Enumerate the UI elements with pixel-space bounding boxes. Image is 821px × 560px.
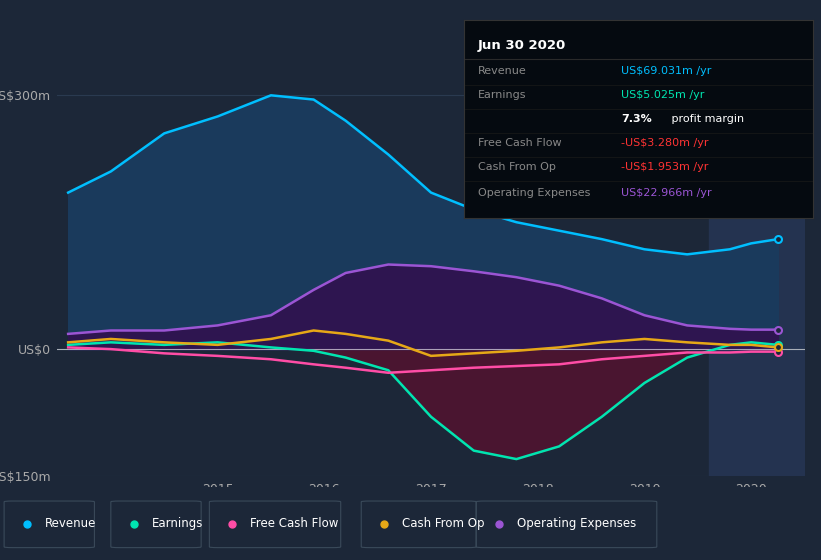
Text: profit margin: profit margin bbox=[668, 114, 744, 124]
Bar bbox=[709, 78, 805, 476]
Text: Free Cash Flow: Free Cash Flow bbox=[250, 517, 339, 530]
Text: -US$1.953m /yr: -US$1.953m /yr bbox=[621, 162, 709, 172]
Text: US$69.031m /yr: US$69.031m /yr bbox=[621, 66, 711, 76]
Text: -US$3.280m /yr: -US$3.280m /yr bbox=[621, 138, 709, 148]
Text: Cash From Op: Cash From Op bbox=[402, 517, 484, 530]
Text: Jun 30 2020: Jun 30 2020 bbox=[478, 39, 566, 53]
Text: Operating Expenses: Operating Expenses bbox=[517, 517, 636, 530]
Text: Free Cash Flow: Free Cash Flow bbox=[478, 138, 562, 148]
Text: Earnings: Earnings bbox=[478, 90, 526, 100]
Text: Cash From Op: Cash From Op bbox=[478, 162, 556, 172]
Text: US$22.966m /yr: US$22.966m /yr bbox=[621, 188, 712, 198]
Text: US$5.025m /yr: US$5.025m /yr bbox=[621, 90, 704, 100]
Text: Revenue: Revenue bbox=[45, 517, 97, 530]
Text: Revenue: Revenue bbox=[478, 66, 526, 76]
Text: Operating Expenses: Operating Expenses bbox=[478, 188, 590, 198]
Text: 7.3%: 7.3% bbox=[621, 114, 652, 124]
Text: Earnings: Earnings bbox=[152, 517, 204, 530]
